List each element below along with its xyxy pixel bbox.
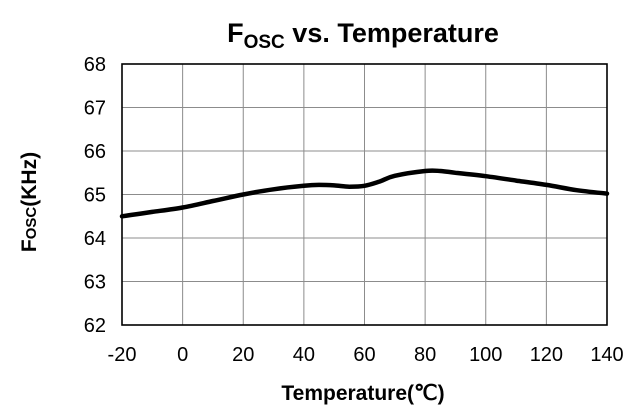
x-tick-label: 60	[353, 344, 375, 366]
y-axis-label-main: F	[18, 239, 41, 252]
series-layer	[119, 168, 610, 219]
y-axis-label-rest: (KHz)	[18, 152, 41, 207]
x-tick-label: 20	[232, 344, 254, 366]
y-axis-label-subscript: OSC	[23, 207, 40, 240]
x-tick-labels: -20 0 20 40 60 80 100 120 140	[108, 344, 624, 366]
fosc-series-line	[119, 168, 610, 219]
chart-title-subscript: OSC	[244, 32, 285, 53]
y-tick-label: 68	[84, 54, 106, 76]
chart-title-rest: vs. Temperature	[285, 18, 499, 48]
x-tick-label: 120	[530, 344, 563, 366]
x-tick-label: 140	[590, 344, 623, 366]
y-tick-label: 63	[84, 272, 106, 294]
x-tick-label: -20	[108, 344, 137, 366]
x-tick-label: 80	[414, 344, 436, 366]
y-tick-label: 64	[84, 228, 106, 250]
y-tick-label: 65	[84, 185, 106, 207]
y-tick-label: 66	[84, 141, 106, 163]
y-axis-label: FOSC(KHz)	[18, 152, 41, 252]
grid-lines	[122, 64, 607, 325]
x-tick-label: 0	[177, 344, 188, 366]
y-tick-label: 67	[84, 98, 106, 120]
x-axis-label: Temperature(℃)	[281, 382, 444, 405]
y-tick-labels: 62 63 64 65 66 67 68	[84, 54, 106, 337]
chart-title-main: F	[227, 18, 244, 48]
chart-title: FOSC vs. Temperature	[227, 18, 499, 53]
x-tick-label: 100	[469, 344, 502, 366]
x-tick-label: 40	[293, 344, 315, 366]
y-tick-label: 62	[84, 315, 106, 337]
